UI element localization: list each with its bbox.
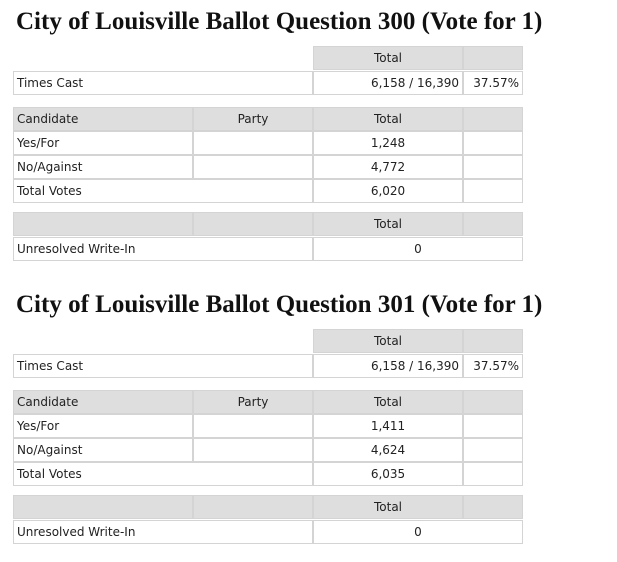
row-label: Times Cast	[13, 354, 313, 378]
header-cell: Party	[193, 390, 313, 414]
header-cell	[463, 107, 523, 131]
blank-cell	[463, 462, 523, 486]
row-label: Unresolved Write-In	[13, 520, 313, 544]
party-cell	[193, 155, 313, 179]
vote-total: 4,624	[313, 438, 463, 462]
header-cell	[13, 212, 193, 236]
header-cell: Party	[193, 107, 313, 131]
header-cell	[463, 495, 523, 519]
times-cast-percent: 37.57%	[463, 354, 523, 378]
candidate-name: Yes/For	[13, 414, 193, 438]
blank-cell	[463, 414, 523, 438]
vote-total: 6,035	[313, 462, 463, 486]
times-cast-percent: 37.57%	[463, 71, 523, 95]
header-cell	[13, 495, 193, 519]
section-title: City of Louisville Ballot Question 301 (…	[16, 291, 543, 318]
header-cell	[463, 390, 523, 414]
vote-total: 6,020	[313, 179, 463, 203]
party-cell	[193, 438, 313, 462]
party-cell	[193, 414, 313, 438]
header-cell: Candidate	[13, 107, 193, 131]
candidate-name: Total Votes	[13, 462, 313, 486]
blank-cell	[463, 179, 523, 203]
header-cell: Candidate	[13, 390, 193, 414]
times-cast-value: 6,158 / 16,390	[313, 354, 463, 378]
row-label: Times Cast	[13, 71, 313, 95]
header-cell: Total	[313, 329, 463, 353]
blank-cell	[463, 155, 523, 179]
header-cell	[463, 46, 523, 70]
party-cell	[193, 131, 313, 155]
vote-total: 4,772	[313, 155, 463, 179]
candidate-name: Total Votes	[13, 179, 313, 203]
vote-total: 1,411	[313, 414, 463, 438]
candidate-name: No/Against	[13, 438, 193, 462]
header-cell: Total	[313, 495, 463, 519]
row-label: Unresolved Write-In	[13, 237, 313, 261]
header-cell	[193, 212, 313, 236]
blank-cell	[463, 131, 523, 155]
write-in-value: 0	[313, 237, 523, 261]
header-cell: Total	[313, 212, 463, 236]
header-cell	[193, 495, 313, 519]
write-in-value: 0	[313, 520, 523, 544]
section-title: City of Louisville Ballot Question 300 (…	[16, 8, 543, 35]
header-cell: Total	[313, 46, 463, 70]
candidate-name: No/Against	[13, 155, 193, 179]
blank-cell	[463, 438, 523, 462]
header-cell	[463, 212, 523, 236]
vote-total: 1,248	[313, 131, 463, 155]
times-cast-value: 6,158 / 16,390	[313, 71, 463, 95]
header-cell: Total	[313, 390, 463, 414]
candidate-name: Yes/For	[13, 131, 193, 155]
header-cell	[463, 329, 523, 353]
header-cell: Total	[313, 107, 463, 131]
